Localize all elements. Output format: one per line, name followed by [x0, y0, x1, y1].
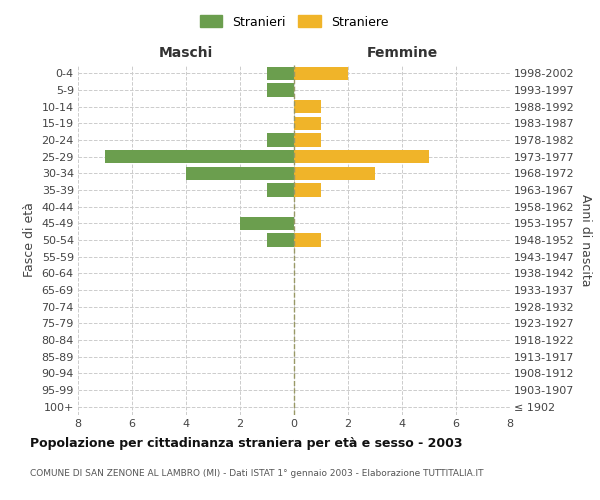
Bar: [294, 116, 321, 130]
Text: Popolazione per cittadinanza straniera per età e sesso - 2003: Popolazione per cittadinanza straniera p…: [30, 437, 463, 450]
Bar: [267, 234, 294, 246]
Bar: [240, 216, 294, 230]
Legend: Stranieri, Straniere: Stranieri, Straniere: [200, 15, 388, 28]
Bar: [105, 150, 294, 164]
Bar: [294, 184, 321, 196]
Text: COMUNE DI SAN ZENONE AL LAMBRO (MI) - Dati ISTAT 1° gennaio 2003 - Elaborazione : COMUNE DI SAN ZENONE AL LAMBRO (MI) - Da…: [30, 468, 484, 477]
Bar: [294, 150, 429, 164]
Bar: [294, 166, 375, 180]
Y-axis label: Anni di nascita: Anni di nascita: [578, 194, 592, 286]
Bar: [294, 100, 321, 114]
Bar: [267, 84, 294, 96]
Text: Maschi: Maschi: [159, 46, 213, 60]
Bar: [294, 234, 321, 246]
Bar: [294, 134, 321, 146]
Y-axis label: Fasce di età: Fasce di età: [23, 202, 36, 278]
Bar: [267, 134, 294, 146]
Bar: [267, 66, 294, 80]
Bar: [294, 66, 348, 80]
Text: Femmine: Femmine: [367, 46, 437, 60]
Bar: [186, 166, 294, 180]
Bar: [267, 184, 294, 196]
